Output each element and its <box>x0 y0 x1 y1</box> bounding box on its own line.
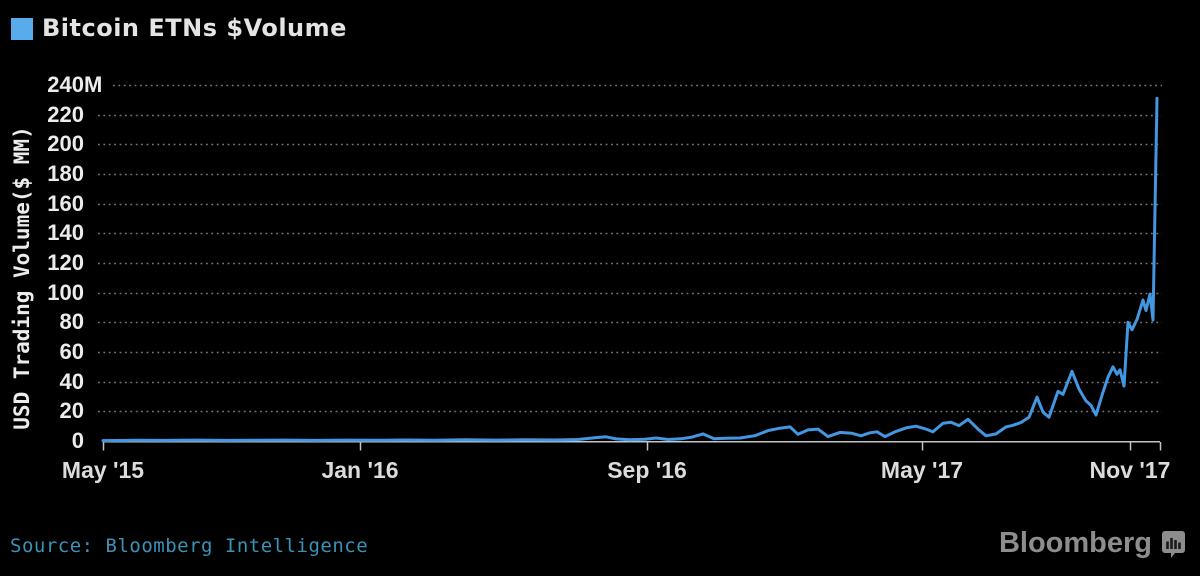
y-tick-label: 0 <box>71 428 84 453</box>
x-tick-label: Nov '17 <box>1089 457 1171 483</box>
x-tick-label: May '17 <box>880 457 964 483</box>
x-tick-label: May '15 <box>61 457 145 483</box>
y-tick-label: 140 <box>47 220 84 246</box>
chart-title: Bitcoin ETNs $Volume <box>42 14 347 42</box>
y-tick-label: 60 <box>59 339 84 364</box>
y-tick-label: 200 <box>47 131 84 157</box>
x-tick-label: Sep '16 <box>607 457 687 483</box>
bloomberg-chart-bubble-icon <box>1162 531 1185 558</box>
y-tick-label: 180 <box>47 161 84 186</box>
y-tick-label: 100 <box>47 279 84 305</box>
legend: Bitcoin ETNs $Volume <box>11 14 347 42</box>
bloomberg-logo: Bloomberg <box>999 527 1186 560</box>
x-tick-label: Jan '16 <box>321 457 399 483</box>
source-text: Source: Bloomberg Intelligence <box>10 535 369 557</box>
y-tick-label: 20 <box>59 398 84 424</box>
y-tick-label: 220 <box>47 101 84 127</box>
y-tick-suffix: M <box>84 72 103 97</box>
x-axis-tick-labels: May '15 Jan '16 Sep '16 May '17 Nov '17 <box>0 457 1200 485</box>
legend-swatch-icon <box>11 18 33 40</box>
y-tick-label: 160 <box>47 190 84 216</box>
y-tick-label: 120 <box>47 250 84 275</box>
data-line <box>101 96 1159 443</box>
bloomberg-logo-text: Bloomberg <box>998 527 1152 559</box>
y-axis-tick-labels: 0 20 40 60 80 100 120 140 160 180 200 220 240 M <box>0 0 103 500</box>
y-tick-label: 240 M <box>47 72 103 97</box>
y-tick-label: 80 <box>59 309 84 335</box>
y-tick-label: 40 <box>59 368 84 394</box>
